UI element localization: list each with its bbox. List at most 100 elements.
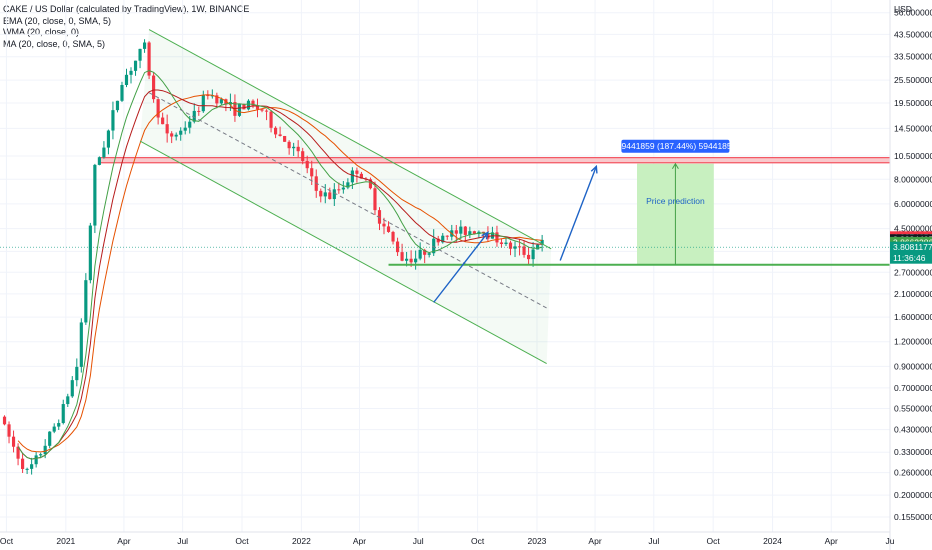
candle-body: [170, 133, 174, 137]
candle-body: [52, 426, 56, 432]
x-tick-label: 2022: [292, 536, 311, 546]
prediction-measure-arrowhead: [671, 162, 679, 169]
candle-body: [287, 141, 291, 149]
currency-label: USD: [894, 4, 912, 14]
x-tick-label: 2023: [528, 536, 547, 546]
candle-body: [386, 226, 391, 232]
time-axis[interactable]: Oct 2021 Apr Jul Oct 2022 Apr Jul Oct 2023 Apr Jul O…: [0, 531, 895, 546]
candle-body: [337, 189, 341, 191]
candle-body: [459, 226, 463, 234]
candle-body: [179, 130, 183, 135]
candle-body: [292, 146, 296, 149]
candle-body: [540, 239, 544, 245]
x-tick-label: Apr: [117, 536, 130, 546]
candle-body: [522, 246, 526, 255]
y-tick-label: 25.5000000: [894, 75, 932, 85]
candle-body: [206, 95, 210, 97]
candle-body: [427, 253, 431, 255]
candle-body: [405, 258, 409, 261]
x-tick-label: Apr: [353, 536, 366, 546]
candle-body: [39, 454, 43, 456]
candle-body: [472, 231, 476, 235]
x-tick-label: Jul: [648, 536, 659, 546]
candle-body: [88, 225, 92, 281]
y-tick-label: 0.5500000: [894, 404, 932, 414]
y-tick-label: 43.5000000: [894, 29, 932, 39]
prediction-label: Price prediction: [646, 196, 705, 206]
candle-body: [93, 164, 97, 226]
candle-body: [142, 42, 147, 49]
channel-fill: [140, 29, 552, 364]
candle-body: [341, 187, 345, 190]
x-tick-label: Oct: [471, 536, 485, 546]
candle-body: [192, 110, 196, 122]
y-tick-label: 2.7000000: [894, 267, 932, 277]
candle-body: [97, 157, 101, 165]
y-tick-label: 33.5000000: [894, 52, 932, 62]
chart-legend: CAKE / US Dollar (calculated by TradingV…: [3, 4, 249, 50]
candle-body: [120, 85, 124, 101]
candle-body: [188, 121, 192, 128]
candle-body: [237, 103, 242, 116]
price-tag-countdown: 11:36:46: [893, 253, 926, 263]
price-tags: 4.08746503.99844053.86622863.808117711:3…: [890, 231, 932, 264]
measure-label-bg: [621, 139, 730, 153]
candle-body: [463, 226, 467, 235]
candle-body: [255, 105, 260, 110]
y-tick-label: 56.0000000: [894, 8, 932, 18]
symbol-title[interactable]: CAKE / US Dollar (calculated by TradingV…: [3, 4, 250, 14]
candle-body: [495, 232, 499, 243]
candle-body: [43, 445, 47, 455]
y-tick-label: 10.5000000: [894, 151, 932, 161]
candle-body: [414, 258, 418, 263]
candle-body: [355, 170, 359, 174]
candle-body: [183, 127, 187, 131]
candle-body: [133, 60, 138, 71]
candle-body: [323, 192, 327, 197]
candle-body: [301, 151, 305, 161]
x-tick-label: Oct: [707, 536, 721, 546]
candle-body: [174, 134, 178, 137]
candlestick-series: [2, 39, 544, 475]
y-tick-label: 19.5000000: [894, 98, 932, 108]
candle-body: [147, 42, 151, 76]
y-tick-label: 0.9000000: [894, 361, 932, 371]
candle-body: [66, 396, 70, 405]
candle-body: [373, 188, 377, 211]
wma-indicator-label[interactable]: WMA (20, close, 0): [3, 27, 80, 37]
candle-body: [264, 110, 269, 112]
candle-body: [468, 231, 472, 235]
y-tick-label: 8.0000000: [894, 174, 932, 184]
candle-body: [328, 192, 332, 200]
x-tick-label: Apr: [588, 536, 601, 546]
y-tick-label: 0.3300000: [894, 447, 932, 457]
trend-arrow-head: [590, 164, 598, 174]
candle-body: [432, 238, 436, 254]
candle-body: [102, 147, 106, 158]
channel-upper-line: [148, 29, 552, 250]
trend-arrow-line: [433, 232, 489, 303]
candle-body: [197, 110, 201, 112]
ema-line: [17, 70, 543, 460]
ema-indicator-label[interactable]: EMA (20, close, 0, SMA, 5): [3, 15, 112, 26]
candle-body: [513, 246, 517, 249]
trend-arrow-line: [559, 166, 597, 261]
chart-drawings[interactable]: Price prediction 5.9441859 (187.44%) 5944…: [0, 29, 890, 364]
price-tag-bg: [890, 241, 932, 264]
candle-body: [319, 190, 323, 197]
candle-body: [418, 249, 422, 259]
moving-averages: [17, 70, 543, 460]
candle-body: [34, 455, 38, 465]
trend-arrow-head: [481, 231, 489, 240]
candle-body: [161, 117, 165, 125]
candle-body: [156, 99, 160, 118]
candle-body: [504, 242, 508, 245]
ma-indicator-label[interactable]: MA (20, close, 0, SMA, 5): [3, 38, 106, 49]
candle-body: [115, 100, 120, 111]
candle-body: [25, 468, 29, 470]
candle-body: [129, 70, 133, 75]
candle-body: [61, 404, 65, 424]
candle-body: [409, 258, 413, 263]
